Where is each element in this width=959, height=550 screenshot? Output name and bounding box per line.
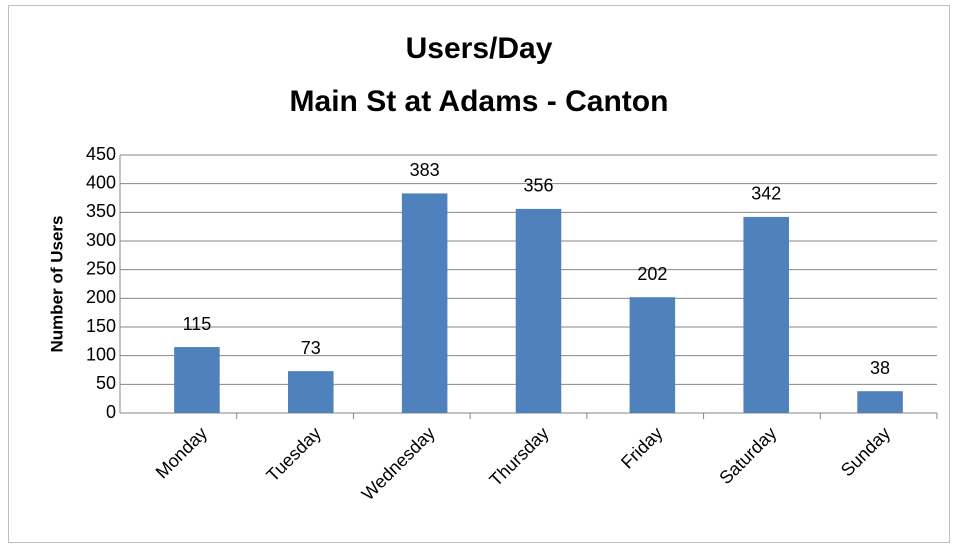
y-tick-label: 50 — [96, 373, 116, 393]
chart-subtitle: Main St at Adams - Canton — [290, 85, 669, 118]
bar — [288, 371, 334, 413]
y-tick-label: 450 — [86, 144, 116, 164]
bar — [401, 193, 448, 413]
data-label: 342 — [751, 184, 781, 204]
y-tick-label: 400 — [86, 172, 116, 192]
bar — [743, 216, 789, 413]
y-tick-label: 200 — [86, 287, 116, 307]
chart-title: Users/Day — [406, 32, 553, 65]
data-label: 202 — [637, 264, 667, 284]
chart-frame — [8, 5, 950, 543]
y-tick-label: 150 — [86, 316, 116, 336]
data-label: 383 — [410, 160, 440, 180]
data-label: 73 — [301, 338, 321, 358]
y-tick-label: 250 — [86, 258, 116, 278]
y-axis-label: Number of Users — [47, 216, 66, 353]
data-label: 38 — [870, 358, 890, 378]
y-tick-label: 350 — [86, 201, 116, 221]
bar — [629, 297, 676, 413]
bar — [857, 391, 903, 413]
data-label: 115 — [183, 314, 212, 334]
bar — [515, 208, 562, 413]
bar — [174, 347, 220, 413]
data-label: 356 — [523, 176, 553, 196]
y-tick-label: 100 — [86, 344, 116, 364]
y-tick-label: 0 — [106, 402, 116, 422]
y-tick-label: 300 — [86, 230, 116, 250]
